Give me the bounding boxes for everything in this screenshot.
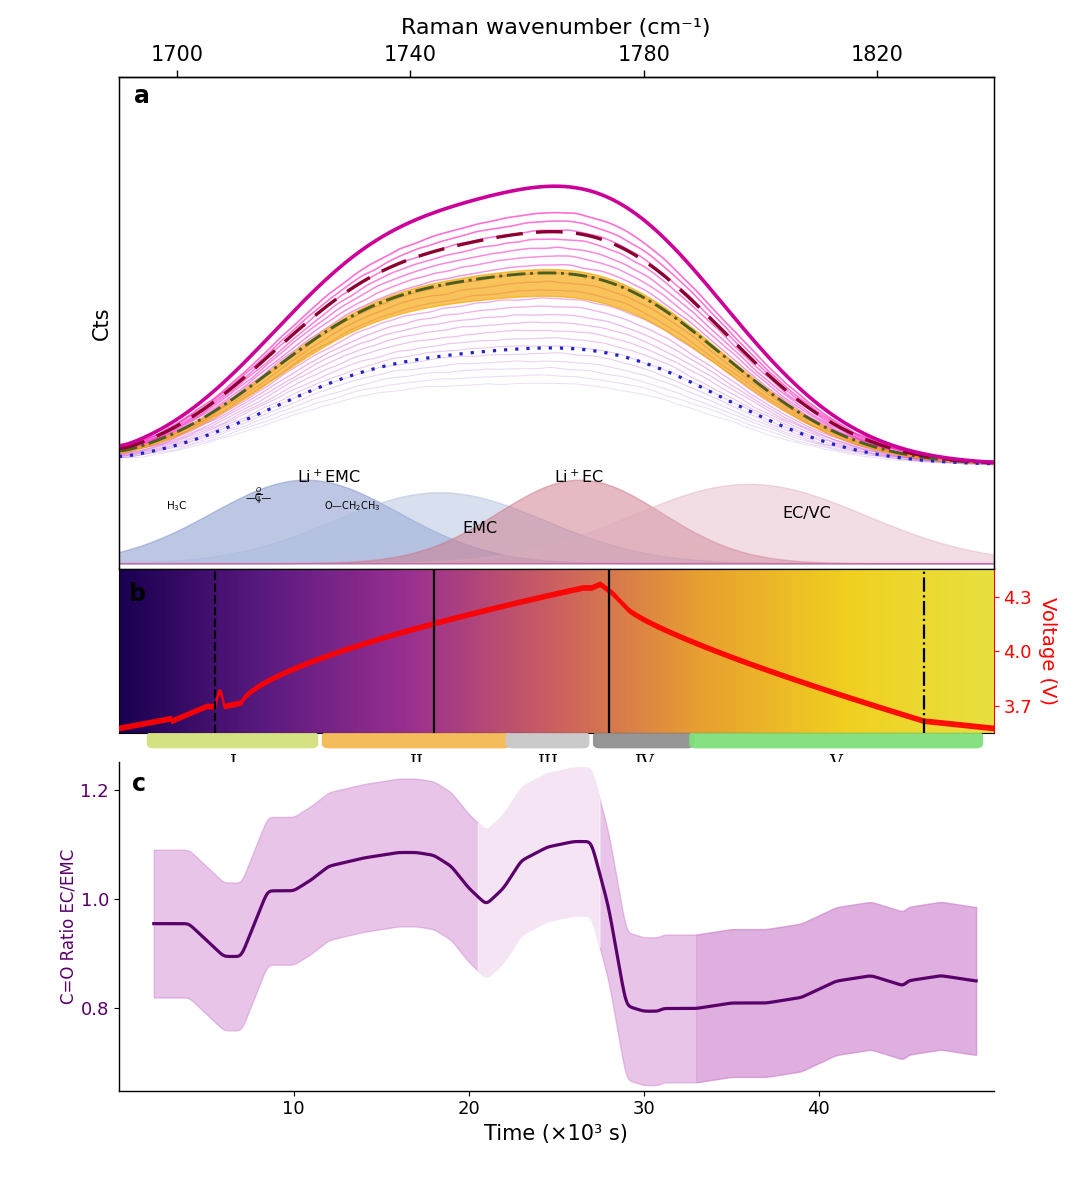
Text: b: b (130, 582, 146, 606)
Text: III: III (537, 753, 558, 771)
Text: Li$^+$EMC: Li$^+$EMC (297, 468, 361, 486)
FancyBboxPatch shape (322, 732, 511, 749)
X-axis label: Time (×10³ s): Time (×10³ s) (484, 1124, 629, 1144)
Text: V: V (829, 753, 842, 771)
Text: IV: IV (634, 753, 653, 771)
Text: $\frac{O}{\|}$: $\frac{O}{\|}$ (255, 486, 262, 506)
Y-axis label: Cts: Cts (92, 307, 112, 340)
Text: I: I (229, 753, 237, 771)
X-axis label: Raman wavenumber (cm⁻¹): Raman wavenumber (cm⁻¹) (402, 18, 711, 38)
FancyBboxPatch shape (147, 732, 319, 749)
Text: O—CH$_2$CH$_3$: O—CH$_2$CH$_3$ (324, 500, 380, 513)
Text: c: c (132, 772, 146, 796)
FancyBboxPatch shape (593, 732, 694, 749)
Text: EMC: EMC (463, 521, 498, 536)
Text: II: II (409, 753, 423, 771)
FancyBboxPatch shape (689, 732, 983, 749)
FancyBboxPatch shape (505, 732, 590, 749)
Y-axis label: Voltage (V): Voltage (V) (1038, 598, 1057, 705)
Y-axis label: C=O Ratio EC/EMC: C=O Ratio EC/EMC (59, 849, 78, 1005)
Text: a: a (134, 84, 149, 108)
Text: Li$^+$EC: Li$^+$EC (554, 468, 605, 486)
Text: —C—: —C— (245, 493, 272, 502)
Text: H$_3$C: H$_3$C (166, 500, 188, 513)
Text: EC/VC: EC/VC (783, 507, 832, 521)
